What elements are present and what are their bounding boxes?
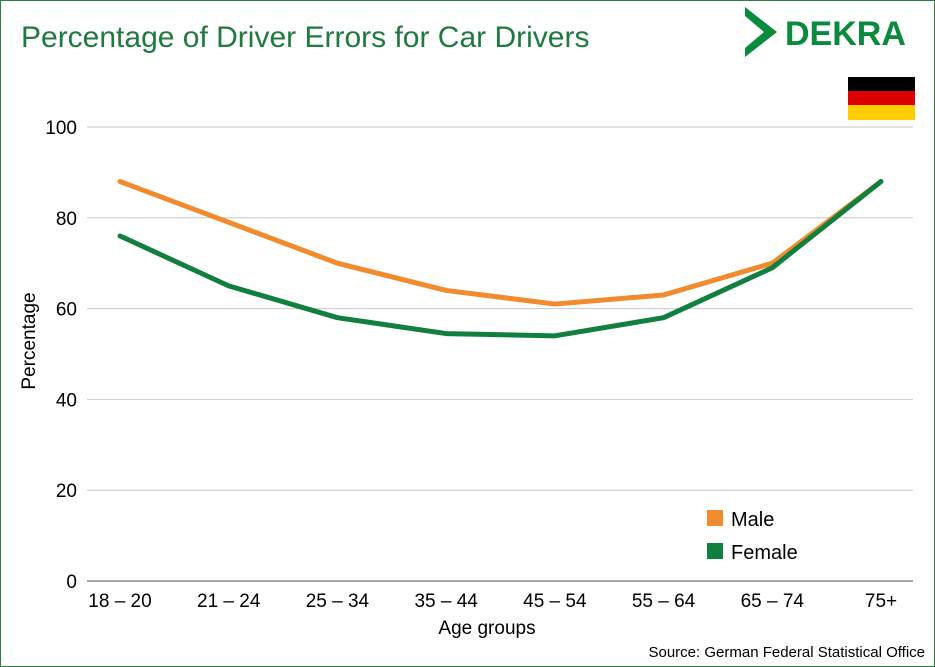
x-tick-label: 65 – 74: [741, 591, 805, 612]
data-point-female: [336, 317, 338, 319]
x-tick-label: 18 – 20: [88, 591, 151, 612]
dekra-logo: DEKRA: [745, 7, 906, 57]
x-tick-label: 55 – 64: [632, 591, 696, 612]
legend-label-female: Female: [731, 542, 798, 564]
x-tick-label: 45 – 54: [523, 591, 587, 612]
flag-stripe-black: [848, 77, 915, 91]
y-tick-label: 80: [56, 209, 77, 230]
flag-stripe-gold: [848, 105, 915, 120]
series-lines: [117, 178, 884, 339]
data-point-female: [119, 235, 121, 237]
x-tick-label: 35 – 44: [414, 591, 478, 612]
y-tick-label: 100: [45, 118, 77, 139]
y-tick-label: 20: [56, 481, 77, 502]
chart-title: Percentage of Driver Errors for Car Driv…: [21, 21, 589, 54]
data-point-female: [445, 333, 447, 335]
y-tick-label: 0: [66, 572, 77, 593]
data-point-male: [445, 289, 447, 291]
data-point-female: [663, 317, 665, 319]
data-point-female: [771, 267, 773, 269]
x-tick-label: 75+: [865, 591, 897, 612]
y-tick-label: 60: [56, 300, 77, 321]
x-axis-label: Age groups: [438, 618, 535, 639]
data-point-male: [119, 180, 121, 182]
x-tick-label: 25 – 34: [306, 591, 370, 612]
data-point-male: [336, 262, 338, 264]
series-line-male: [117, 178, 884, 307]
y-axis-label: Percentage: [19, 292, 40, 389]
legend-swatch-male: [707, 510, 723, 526]
legend: Male Female: [707, 509, 798, 564]
data-point-male: [771, 262, 773, 264]
series-line-female: [117, 178, 884, 339]
legend-swatch-female: [707, 543, 723, 559]
data-point-male: [663, 294, 665, 296]
dekra-logo-text: DEKRA: [785, 15, 906, 53]
y-tick-label: 40: [56, 390, 77, 411]
data-point-female: [228, 285, 230, 287]
data-point-male: [554, 303, 556, 305]
gridlines: [87, 126, 913, 582]
x-axis-ticks: 18 – 20 21 – 24 25 – 34 35 – 44 45 – 54 55 – …: [88, 591, 897, 612]
data-point-female: [554, 335, 556, 337]
x-tick-label: 21 – 24: [197, 591, 261, 612]
germany-flag: [848, 77, 915, 120]
legend-label-male: Male: [731, 509, 774, 531]
dekra-logo-mark: [745, 7, 777, 57]
flag-stripe-red: [848, 91, 915, 105]
y-axis-ticks: 0 20 40 60 80 100: [45, 118, 77, 593]
data-point-male: [228, 221, 230, 223]
source-note: Source: German Federal Statistical Offic…: [648, 644, 925, 661]
data-point-female: [880, 180, 882, 182]
